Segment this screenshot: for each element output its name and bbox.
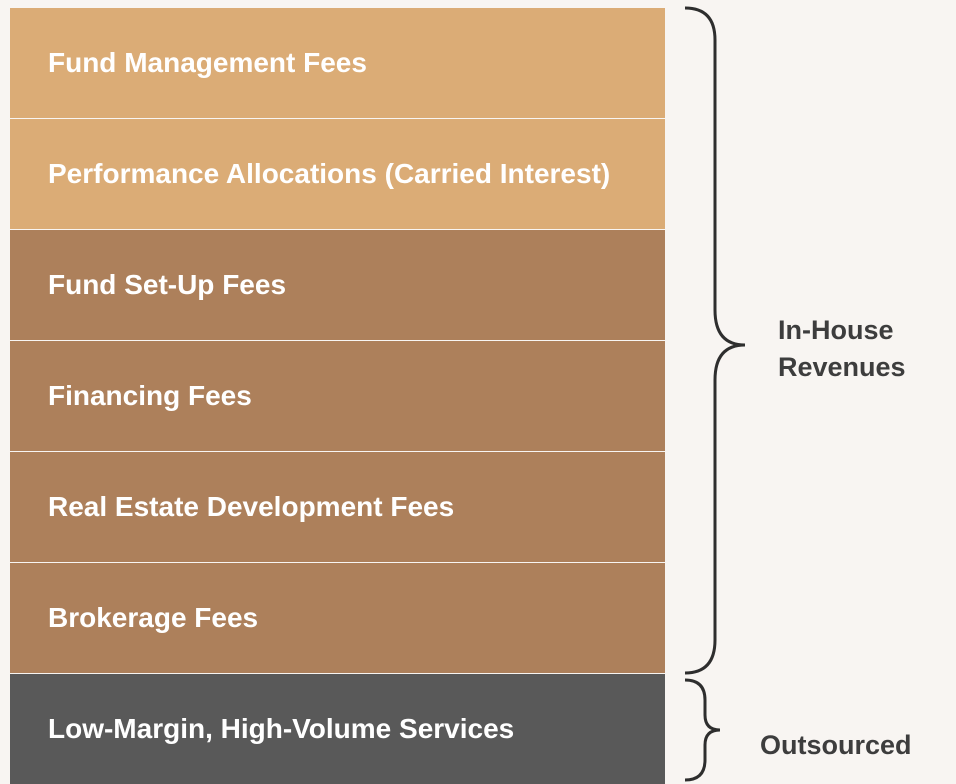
revenue-row: Real Estate Development Fees [10, 452, 665, 562]
revenue-row: Financing Fees [10, 341, 665, 451]
group-label: In-House Revenues [778, 315, 906, 382]
revenue-row: Brokerage Fees [10, 563, 665, 673]
brace [684, 678, 721, 782]
revenue-row: Low-Margin, High-Volume Services [10, 674, 665, 784]
brace [684, 6, 746, 675]
revenue-row: Performance Allocations (Carried Interes… [10, 119, 665, 229]
revenue-row: Fund Set-Up Fees [10, 230, 665, 340]
revenue-row: Fund Management Fees [10, 8, 665, 118]
group-label: Outsourced [760, 730, 912, 760]
